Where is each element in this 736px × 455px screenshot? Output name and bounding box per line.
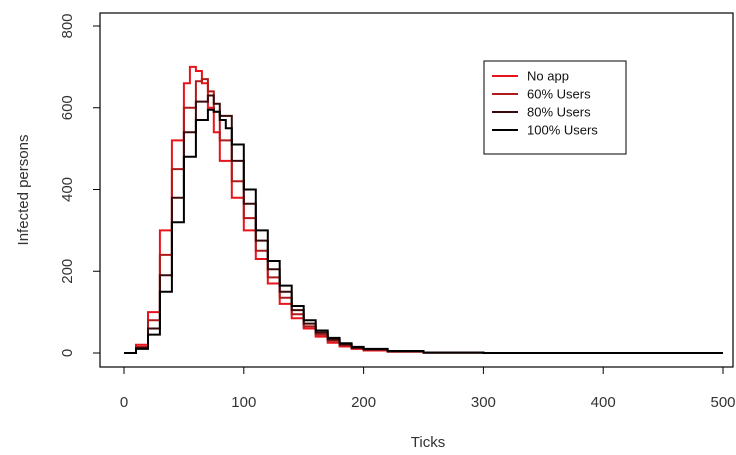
series-layer	[124, 65, 723, 354]
y-axis-title: Infected persons	[15, 135, 32, 246]
x-tick-label: 200	[351, 394, 376, 411]
x-tick-label: 0	[120, 394, 128, 411]
legend-label: 80% Users	[527, 105, 591, 120]
x-axis-title: Ticks	[411, 434, 445, 451]
y-axis: 0 200 400 600 800	[59, 13, 101, 357]
y-tick-label: 0	[59, 349, 76, 357]
y-tick-label: 800	[59, 13, 76, 38]
x-axis: 0 100 200 300 400 500	[120, 366, 736, 411]
series-line-2	[124, 94, 723, 354]
x-tick-label: 300	[471, 394, 496, 411]
legend-label: 100% Users	[527, 123, 598, 138]
series-line-3	[124, 108, 723, 354]
legend-label: No app	[527, 69, 569, 84]
y-tick-label: 200	[59, 259, 76, 284]
y-tick-label: 400	[59, 177, 76, 202]
x-tick-label: 400	[591, 394, 616, 411]
legend: No app 60% Users 80% Users 100% Users	[483, 60, 627, 155]
legend-label: 60% Users	[527, 87, 591, 102]
y-tick-label: 600	[59, 95, 76, 120]
x-tick-label: 100	[231, 394, 256, 411]
x-tick-label: 500	[710, 394, 735, 411]
